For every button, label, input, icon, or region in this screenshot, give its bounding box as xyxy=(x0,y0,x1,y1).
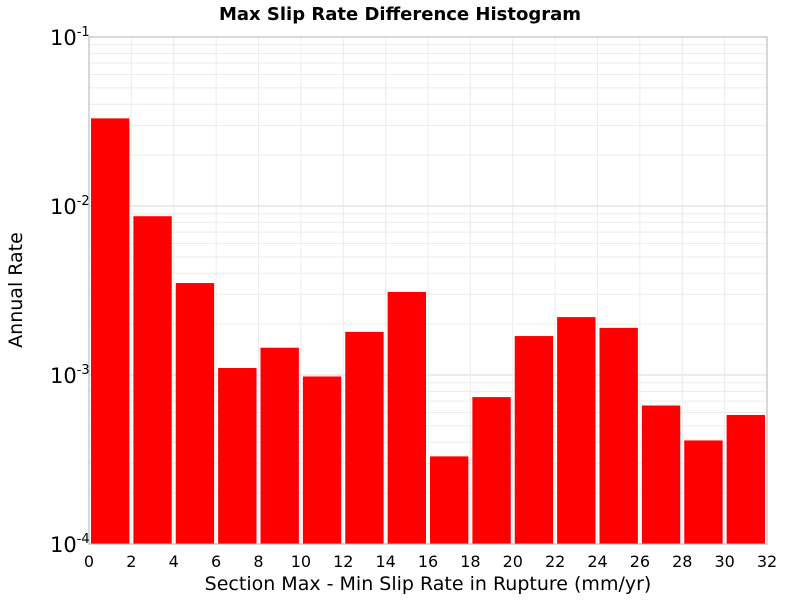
bar xyxy=(260,347,299,544)
bar xyxy=(387,291,426,544)
bar xyxy=(175,283,215,544)
x-tick-labels: 0 2 4 6 8 10 12 14 16 18 20 22 24 26 28 30 32 xyxy=(84,552,777,571)
bar xyxy=(557,317,596,544)
bar xyxy=(345,331,384,544)
x-tick-label: 8 xyxy=(253,552,263,571)
x-tick-label: 4 xyxy=(169,552,179,571)
bar xyxy=(641,405,681,544)
x-tick-label: 10 xyxy=(291,552,311,571)
bar xyxy=(133,216,172,544)
chart-title: Max Slip Rate Difference Histogram xyxy=(219,4,581,25)
bar xyxy=(91,118,130,544)
x-tick-label: 28 xyxy=(672,552,692,571)
x-tick-label: 14 xyxy=(375,552,395,571)
y-tick-label: 10-4 xyxy=(50,532,90,557)
x-tick-label: 26 xyxy=(630,552,650,571)
y-axis-label: Annual Rate xyxy=(5,232,27,348)
bar xyxy=(218,368,257,544)
bar xyxy=(726,414,765,544)
x-tick-label: 22 xyxy=(545,552,565,571)
x-tick-label: 12 xyxy=(333,552,353,571)
x-tick-label: 0 xyxy=(84,552,94,571)
bar xyxy=(514,336,554,544)
x-tick-label: 24 xyxy=(587,552,607,571)
bar xyxy=(472,397,511,544)
bars xyxy=(91,118,765,544)
x-tick-label: 16 xyxy=(418,552,438,571)
y-tick-labels: 10-4 10-3 10-2 10-1 xyxy=(50,25,90,557)
x-tick-label: 6 xyxy=(211,552,221,571)
x-tick-label: 20 xyxy=(503,552,523,571)
bar xyxy=(684,440,723,544)
bar xyxy=(302,376,342,544)
x-tick-label: 32 xyxy=(757,552,777,571)
x-tick-label: 30 xyxy=(714,552,734,571)
plot-border xyxy=(88,36,768,545)
bar xyxy=(430,456,469,544)
y-tick-label: 10-1 xyxy=(50,25,90,50)
bar xyxy=(599,327,638,544)
y-tick-label: 10-3 xyxy=(50,363,90,388)
y-tick-label: 10-2 xyxy=(50,194,90,219)
x-tick-label: 18 xyxy=(460,552,480,571)
x-tick-label: 2 xyxy=(126,552,136,571)
x-axis-label: Section Max - Min Slip Rate in Rupture (… xyxy=(205,573,652,595)
